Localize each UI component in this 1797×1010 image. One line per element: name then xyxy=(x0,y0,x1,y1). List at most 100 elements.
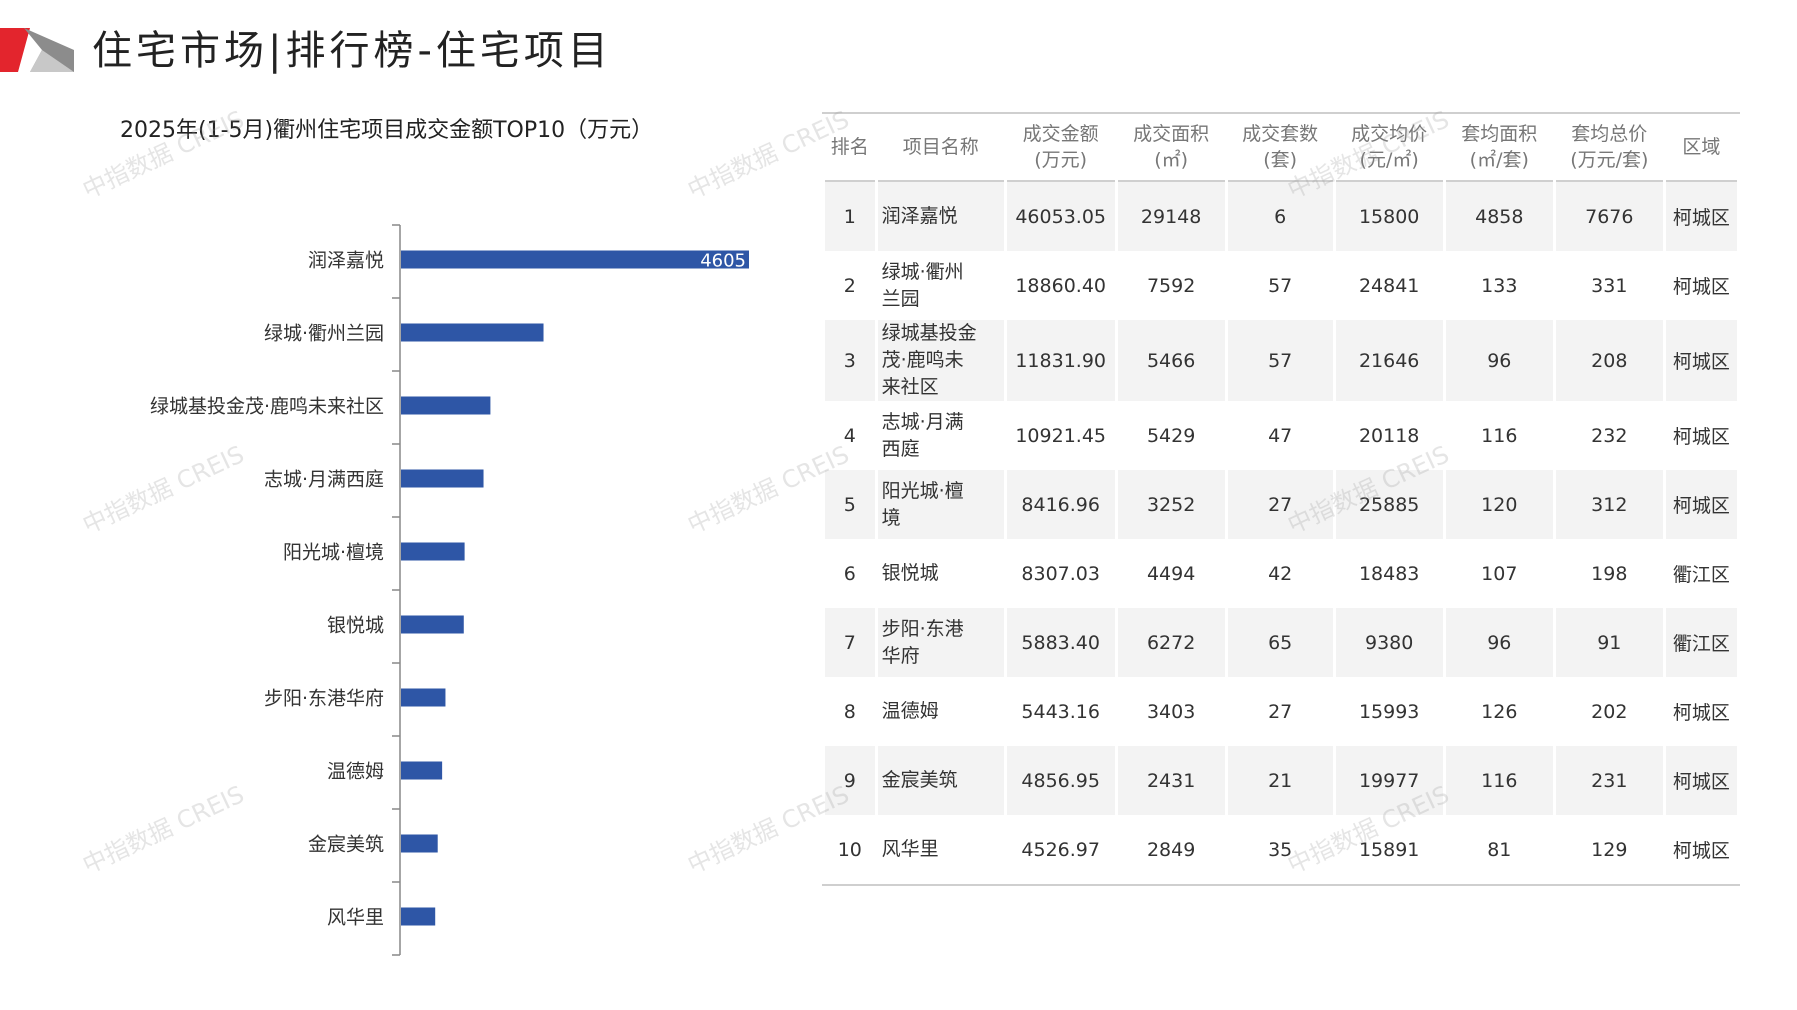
category-label: 绿城基投金茂·鹿鸣未来社区 xyxy=(150,396,384,418)
table-cell-price: 25885 xyxy=(1335,470,1443,539)
table-cell-units: 21 xyxy=(1227,746,1333,815)
category-label: 步阳·东港华府 xyxy=(264,688,384,710)
table-cell-units: 65 xyxy=(1227,608,1333,677)
table-cell-avg-total: 208 xyxy=(1555,320,1663,401)
table-cell-rank: 4 xyxy=(843,424,856,447)
column-header: 套均总价 (万元/套) xyxy=(1555,114,1663,182)
column-header-text: (万元) xyxy=(1034,149,1088,171)
table-cell-amount: 10921.45 xyxy=(1015,424,1107,447)
table-cell-avg-total: 312 xyxy=(1555,470,1663,539)
table-cell-rank: 6 xyxy=(843,562,856,585)
column-header-text: 成交金额 xyxy=(1022,123,1099,145)
project-name-line: 茂·鹿鸣未 xyxy=(881,349,964,371)
page-title: 住宅市场|排行榜-住宅项目 xyxy=(92,28,612,74)
table-cell-area: 3252 xyxy=(1117,470,1225,539)
table-cell-rank: 7 xyxy=(825,608,875,677)
project-name-line: 兰园 xyxy=(881,287,920,310)
bar xyxy=(401,323,544,342)
column-header-text: (套) xyxy=(1263,149,1298,171)
column-header-text: 套均面积 xyxy=(1461,123,1538,145)
table-cell-amount: 5443.16 xyxy=(1021,700,1100,723)
table-cell-name: 风华里 xyxy=(878,815,1004,884)
table-cell-avg-area: 133 xyxy=(1481,274,1518,297)
table-cell-units: 57 xyxy=(1268,274,1293,297)
table-row: 8 温德姆 5443.16 3403 27 15993 126 202 柯城区 xyxy=(825,677,1737,746)
table-cell-area: 2849 xyxy=(1146,838,1196,861)
table-cell-price: 15891 xyxy=(1358,838,1420,861)
table-row: 1 润泽嘉悦 46053.05 29148 6 15800 4858 7676 柯城区 xyxy=(825,182,1737,251)
table-body: 1 润泽嘉悦 46053.05 29148 6 15800 4858 7676 柯城区 2 绿城·衢… xyxy=(825,182,1737,884)
creis-logo xyxy=(0,28,74,72)
column-header-text: (万元/套) xyxy=(1570,149,1649,171)
table-cell-area: 5429 xyxy=(1146,424,1196,447)
project-name-line: 步阳·东港 xyxy=(881,617,964,640)
table-cell-region: 柯城区 xyxy=(1665,746,1737,815)
table-cell-avg-area: 96 xyxy=(1445,320,1553,401)
table-row: 6 银悦城 8307.03 4494 42 18483 107 198 衢江区 xyxy=(825,539,1737,608)
column-header: 成交金额 (万元) xyxy=(1006,114,1115,182)
table-cell-name: 温德姆 xyxy=(878,677,1004,746)
table-row: 5 阳光城·檀境 8416.96 3252 27 25885 120 312 柯城区 xyxy=(825,470,1737,539)
category-label: 银悦城 xyxy=(327,615,384,637)
project-name-line: 温德姆 xyxy=(881,700,939,722)
table-cell-price: 21646 xyxy=(1335,320,1443,401)
category-label: 阳光城·檀境 xyxy=(283,542,384,564)
project-name-line: 华府 xyxy=(881,644,920,667)
table-cell-amount: 5883.40 xyxy=(1006,608,1115,677)
table-cell-name: 银悦城 xyxy=(878,539,1004,608)
table-cell-units: 47 xyxy=(1268,424,1293,447)
table-cell-name: 步阳·东港华府 xyxy=(877,608,1004,677)
table-cell-name: 润泽嘉悦 xyxy=(877,182,1004,251)
category-label: 志城·月满西庭 xyxy=(264,469,384,491)
column-header: 项目名称 xyxy=(877,114,1004,182)
table-cell-amount: 8307.03 xyxy=(1021,562,1100,585)
table-cell-avg-total: 331 xyxy=(1591,274,1628,297)
table-cell-area: 29148 xyxy=(1117,182,1225,251)
table-cell-units: 27 xyxy=(1227,470,1333,539)
table-cell-region: 柯城区 xyxy=(1672,276,1730,298)
table-cell-rank: 10 xyxy=(837,838,862,861)
column-header-text: 成交均价 xyxy=(1351,123,1428,145)
table-cell-avg-area: 107 xyxy=(1481,562,1518,585)
table-cell-avg-total: 91 xyxy=(1555,608,1663,677)
table-cell-avg-area: 4858 xyxy=(1445,182,1553,251)
table-row: 2 绿城·衢州 兰园 18860.40 7592 57 24841 133 331 柯城区 xyxy=(825,251,1737,320)
logo-light-shape xyxy=(30,50,74,72)
table-cell-units: 57 xyxy=(1227,320,1333,401)
category-label: 绿城·衢州兰园 xyxy=(264,323,384,345)
table-cell-rank: 9 xyxy=(825,746,875,815)
bar xyxy=(401,615,464,634)
table-cell-avg-area: 116 xyxy=(1445,746,1553,815)
table-cell-units: 35 xyxy=(1268,838,1293,861)
bar xyxy=(401,542,465,561)
table-cell-region: 衢江区 xyxy=(1672,564,1730,586)
column-header: 区域 xyxy=(1665,114,1737,182)
table-row: 3 绿城基投金 茂·鹿鸣未 来社区 11831.90 5466 57 21646 96 208 柯城… xyxy=(825,320,1737,401)
table-cell-avg-area: 96 xyxy=(1445,608,1553,677)
logo-red-shape xyxy=(0,28,30,72)
table-cell-amount: 11831.90 xyxy=(1006,320,1115,401)
category-label: 温德姆 xyxy=(327,761,384,783)
table-cell-price: 18483 xyxy=(1358,562,1420,585)
table-cell-area: 3403 xyxy=(1146,700,1196,723)
column-header-text: 项目名称 xyxy=(902,136,979,158)
column-header: 成交均价 (元/㎡) xyxy=(1335,114,1443,182)
bar xyxy=(401,688,446,707)
table-cell-amount: 46053.05 xyxy=(1006,182,1115,251)
project-name-line: 境 xyxy=(881,506,901,529)
table-cell-region: 柯城区 xyxy=(1665,470,1737,539)
table-cell-region: 柯城区 xyxy=(1665,182,1737,251)
table-row: 9 金宸美筑 4856.95 2431 21 19977 116 231 柯城区 xyxy=(825,746,1737,815)
table-cell-name: 阳光城·檀境 xyxy=(877,470,1004,539)
table-cell-rank: 3 xyxy=(825,320,875,401)
bar xyxy=(401,250,749,269)
column-header-text: 区域 xyxy=(1682,136,1721,158)
table-cell-amount: 8416.96 xyxy=(1006,470,1115,539)
table-row: 4 志城·月满 西庭 10921.45 5429 47 20118 116 232 柯城区 xyxy=(825,401,1737,470)
table-cell-units: 27 xyxy=(1268,700,1293,723)
column-header: 套均面积 (㎡/套) xyxy=(1445,114,1553,182)
project-name-line: 风华里 xyxy=(881,838,939,860)
table-cell-region: 柯城区 xyxy=(1672,426,1730,448)
category-label: 风华里 xyxy=(327,907,384,929)
table-cell-avg-total: 129 xyxy=(1591,838,1628,861)
